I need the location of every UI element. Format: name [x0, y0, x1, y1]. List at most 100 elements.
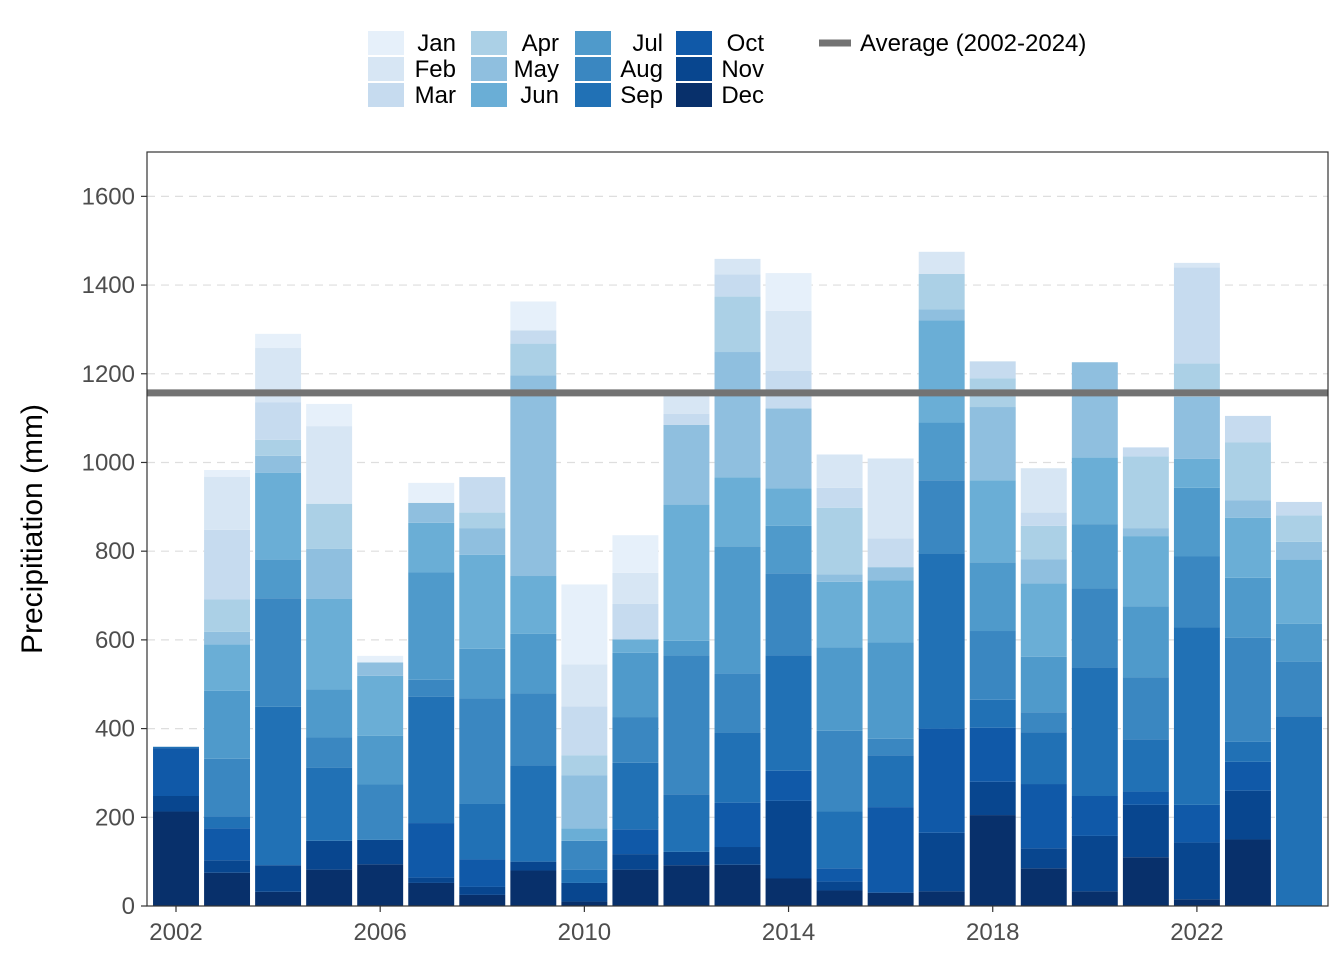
legend-key-apr — [471, 31, 507, 55]
bar-2017-jun — [918, 320, 965, 423]
bar-2023-dec — [1224, 839, 1271, 906]
legend-label-sep: Sep — [620, 82, 663, 109]
bar-2010-mar — [561, 706, 608, 756]
legend-key-jun — [471, 83, 507, 107]
bar-2009-may — [510, 375, 557, 577]
legend-key-nov — [676, 57, 712, 81]
bar-2021-apr — [1122, 456, 1169, 529]
bar-2017-nov — [918, 832, 965, 892]
bar-2003-apr — [204, 599, 251, 632]
bar-2020-may — [1071, 362, 1118, 458]
bar-2009-dec — [510, 870, 557, 906]
bar-2003-jul — [204, 690, 251, 759]
bar-2016-jul — [867, 642, 914, 739]
bar-2008-nov — [459, 886, 506, 895]
bar-2022-dec — [1173, 899, 1220, 906]
bar-2024-aug — [1276, 661, 1322, 717]
bar-2016-dec — [867, 892, 914, 906]
bars — [153, 251, 1322, 906]
bar-2006-may — [357, 662, 404, 676]
bar-2008-mar — [459, 477, 506, 513]
y-tick-label: 200 — [95, 804, 135, 831]
bar-2023-jun — [1224, 517, 1271, 578]
bar-2014-aug — [765, 573, 812, 656]
bar-2015-may — [816, 574, 863, 582]
bar-2019-may — [1020, 559, 1067, 584]
bar-2015-aug — [816, 730, 863, 812]
bar-2003-aug — [204, 758, 251, 817]
legend-label-jun: Jun — [520, 82, 559, 109]
bar-2006-dec — [357, 864, 404, 906]
legend-label-may: May — [514, 56, 559, 83]
bar-2010-jan — [561, 584, 608, 665]
bar-2009-aug — [510, 693, 557, 766]
bar-2008-aug — [459, 698, 506, 804]
bar-2024-sep — [1276, 716, 1322, 906]
bar-2023-sep — [1224, 741, 1271, 762]
bar-2005-apr — [306, 503, 353, 549]
legend-label-aug: Aug — [620, 56, 663, 83]
bar-2005-jul — [306, 689, 353, 738]
bar-2013-aug — [714, 673, 761, 733]
bar-2004-may — [255, 455, 302, 473]
bar-2019-feb — [1020, 468, 1067, 513]
bar-2007-jul — [408, 572, 455, 680]
bar-2018-jun — [969, 480, 1016, 563]
x-tick-label: 2022 — [1170, 919, 1223, 946]
legend-key-jan — [368, 31, 404, 55]
bar-2006-jan — [357, 655, 404, 663]
legend-label-dec: Dec — [721, 82, 764, 109]
bar-2004-nov — [255, 865, 302, 892]
bar-2007-may — [408, 502, 455, 523]
bar-2021-nov — [1122, 804, 1169, 858]
bar-2023-mar — [1224, 415, 1271, 443]
bar-2003-nov — [204, 860, 251, 873]
bar-2024-jun — [1276, 559, 1322, 624]
bar-2014-nov — [765, 800, 812, 879]
legend-label-feb: Feb — [415, 56, 456, 83]
bar-2010-jun — [561, 828, 608, 841]
bar-2020-nov — [1071, 835, 1118, 892]
bar-2006-aug — [357, 784, 404, 840]
x-tick-label: 2006 — [353, 919, 406, 946]
bar-2018-dec — [969, 815, 1016, 906]
bar-2023-aug — [1224, 637, 1271, 742]
bar-2003-may — [204, 631, 251, 645]
y-tick-label: 1200 — [82, 361, 135, 388]
legend-key-mar — [368, 83, 404, 107]
bar-2019-jul — [1020, 656, 1067, 713]
bar-2016-jun — [867, 580, 914, 643]
bar-2018-aug — [969, 631, 1016, 700]
bar-2021-mar — [1122, 447, 1169, 457]
bar-2014-may — [765, 408, 812, 489]
bar-2014-sep — [765, 655, 812, 771]
bar-2017-feb — [918, 251, 965, 274]
bar-2007-dec — [408, 882, 455, 906]
bar-2008-oct — [459, 859, 506, 887]
bar-2010-nov — [561, 882, 608, 902]
legend-label-mar: Mar — [415, 82, 456, 109]
bar-2008-apr — [459, 512, 506, 529]
bar-2004-jun — [255, 472, 302, 560]
bar-2003-dec — [204, 872, 251, 906]
bar-2022-jun — [1173, 458, 1220, 488]
bar-2011-jun — [612, 639, 659, 653]
bar-2012-feb — [663, 391, 710, 414]
bar-2002-sep — [153, 746, 199, 749]
bar-2019-apr — [1020, 525, 1067, 560]
bar-2020-jul — [1071, 524, 1118, 589]
bar-2004-jan — [255, 333, 302, 349]
bar-2021-aug — [1122, 677, 1169, 740]
bar-2013-oct — [714, 802, 761, 848]
bar-2009-mar — [510, 330, 557, 344]
bar-2019-nov — [1020, 848, 1067, 869]
bar-2020-dec — [1071, 891, 1118, 906]
bar-2014-dec — [765, 878, 812, 906]
legend-key-sep — [575, 83, 611, 107]
bar-2004-jul — [255, 559, 302, 599]
bar-2020-jun — [1071, 457, 1118, 525]
bar-2018-oct — [969, 727, 1016, 782]
bar-2021-jun — [1122, 536, 1169, 607]
